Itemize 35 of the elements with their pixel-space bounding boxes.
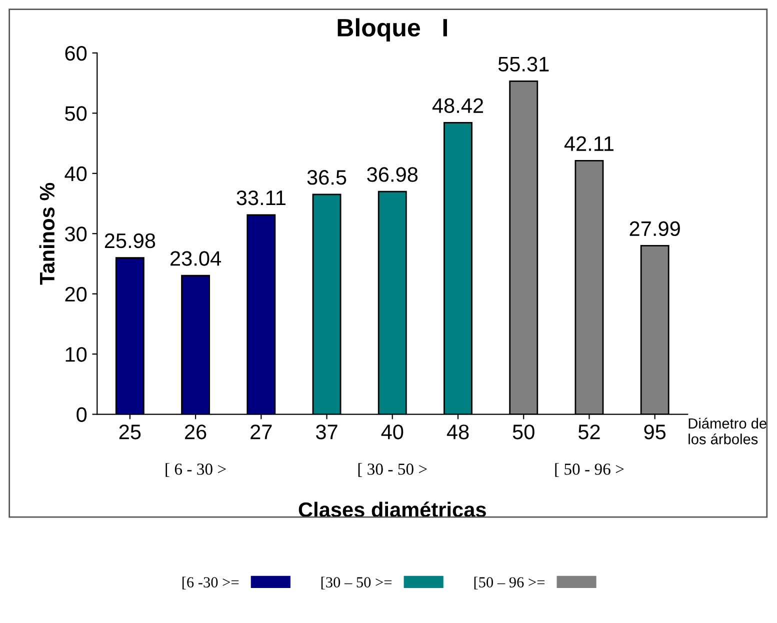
text: Diámetro de los árboles: [688, 418, 766, 444]
text: [ 50 - 96 >: [555, 463, 624, 477]
y-tick-label: 30: [65, 226, 87, 242]
data-label: 42.11: [564, 136, 614, 151]
data-label: 23.04: [170, 251, 222, 266]
y-tick-label: 0: [76, 407, 87, 422]
y-axis-title: Taninos %: [39, 182, 55, 285]
x-tick-label: 40: [381, 424, 404, 440]
data-label: 25.98: [104, 233, 156, 248]
data-label: 33.11: [236, 190, 286, 206]
y-tick-label: 20: [65, 286, 87, 302]
legend-label: [6 -30 >=: [182, 576, 239, 590]
data-label: 27.99: [630, 221, 680, 236]
x-tick-label: 25: [119, 424, 141, 440]
y-tick-label: 40: [64, 166, 87, 182]
legend-label: [50 – 96 >=: [474, 576, 544, 590]
text: [ 6 - 30 >: [166, 463, 226, 477]
y-tick-label: 60: [65, 46, 87, 61]
x-axis-title: Clases diamétricas: [298, 502, 486, 518]
text: [ 30 - 50 >: [358, 463, 427, 477]
x-tick-label: 52: [578, 424, 600, 440]
data-label: 36.98: [367, 167, 418, 182]
x-tick-label: 50: [512, 424, 534, 440]
x-tick-label: 48: [446, 424, 469, 440]
x-tick-label: 26: [185, 424, 206, 440]
x-tick-label: 27: [250, 424, 272, 440]
data-label: 36.5: [307, 170, 346, 185]
data-label: 48.42: [432, 98, 484, 114]
legend-label: [30 – 50 >=: [321, 576, 392, 590]
chart-title: Bloque I: [338, 18, 447, 42]
x-tick-label: 95: [644, 424, 666, 440]
x-tick-label: 37: [316, 424, 338, 440]
y-tick-label: 50: [65, 106, 87, 121]
y-tick-label: 10: [66, 347, 87, 362]
data-label: 55.31: [498, 56, 549, 72]
